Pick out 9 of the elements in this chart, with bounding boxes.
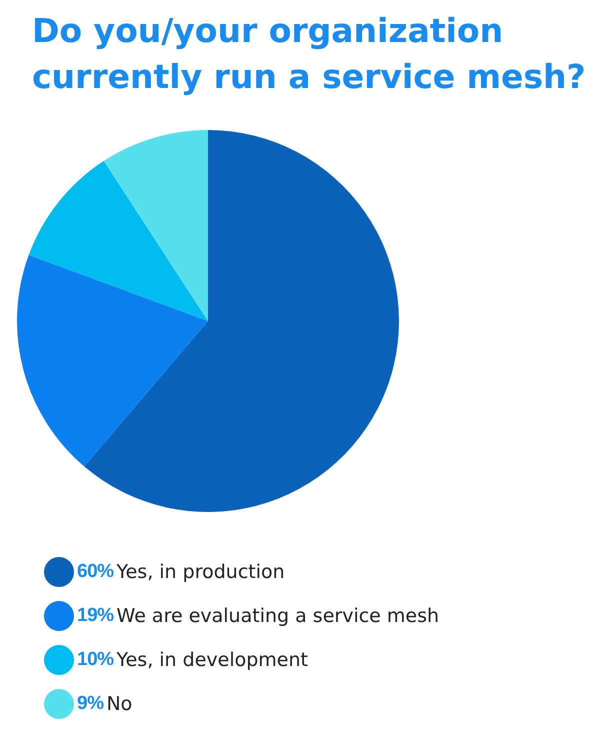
legend-label: We are evaluating a service mesh [116, 605, 440, 627]
legend-label: No [106, 693, 132, 715]
data-label: 9% [77, 693, 104, 715]
legend-label: Yes, in production [116, 561, 285, 583]
legend-label: Yes, in development [116, 649, 308, 671]
data-label: 19% [77, 605, 114, 627]
data-label: 10% [77, 649, 114, 671]
data-label: 60% [77, 561, 114, 583]
chart-title: Do you/your organization currently run a service mesh? [32, 10, 587, 98]
